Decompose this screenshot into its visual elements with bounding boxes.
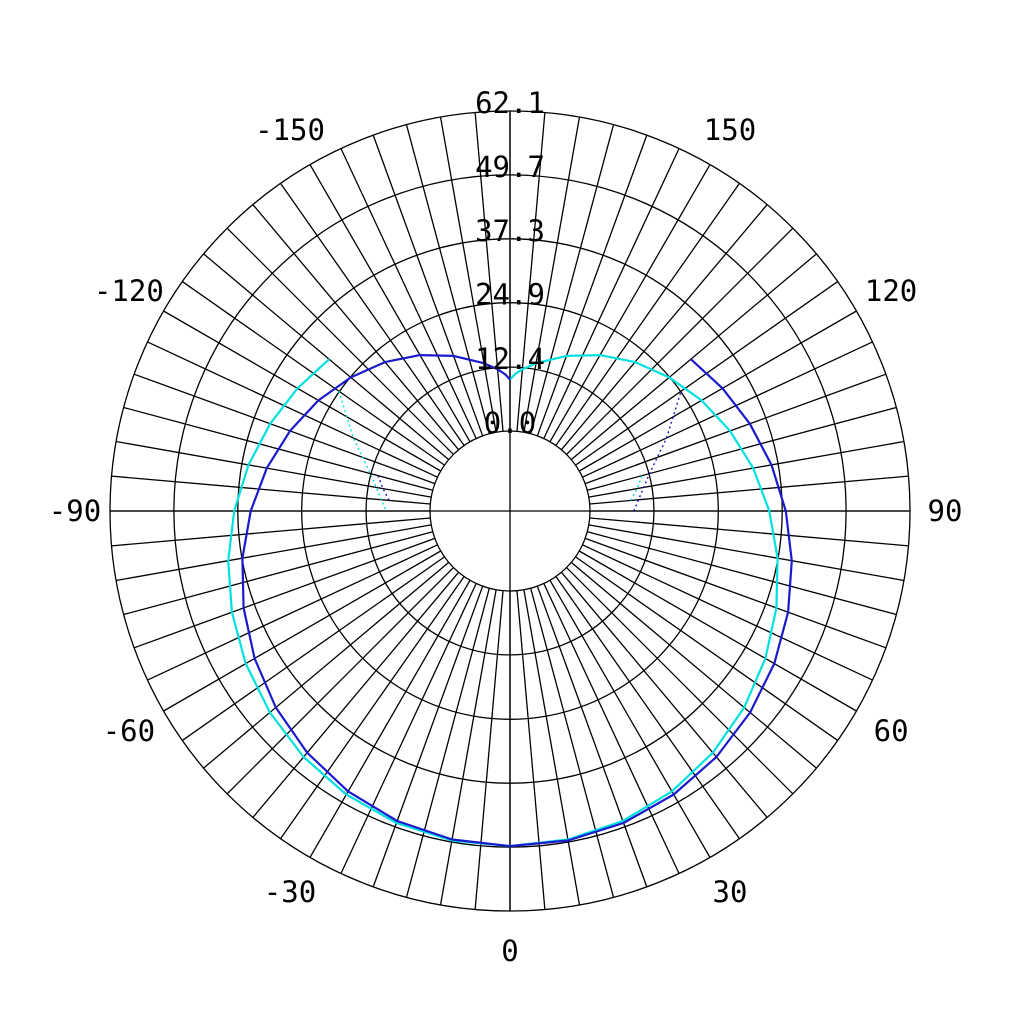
angle-tick-label: -120 [94, 274, 164, 308]
series-line-2 [241, 354, 793, 848]
series-dotted-segment-2 [633, 390, 682, 512]
angular-gridline [560, 571, 768, 818]
angular-gridline [543, 583, 680, 874]
radial-tick-label: 37.3 [475, 214, 545, 248]
angular-gridline [523, 589, 581, 906]
angular-gridline [543, 148, 680, 439]
angle-tick-label: -30 [264, 875, 316, 909]
angular-gridline [226, 567, 454, 795]
radial-tick-label: 62.1 [475, 86, 545, 120]
angular-gridline [111, 475, 431, 505]
angular-gridline [147, 544, 438, 681]
angular-gridline [570, 561, 817, 769]
angular-gridline [549, 164, 711, 443]
angular-gridline [589, 475, 909, 505]
angular-gridline [309, 579, 471, 858]
angular-gridline [252, 571, 460, 818]
series-line-1 [227, 354, 779, 848]
angular-gridline [589, 517, 909, 547]
angular-gridline [582, 341, 873, 478]
angular-gridline [578, 550, 857, 712]
angle-tick-label: -150 [255, 113, 325, 147]
angular-gridline [474, 590, 504, 910]
angular-gridline [309, 164, 471, 443]
angular-gridline [588, 440, 905, 498]
angular-gridline [587, 531, 897, 616]
angular-gridline [555, 182, 740, 446]
label-layer: 0.0 12.4 24.9 37.3 49.7 62.1 0 30 60 90 120 150 -150… [49, 86, 963, 968]
angular-gridline [405, 588, 490, 898]
angular-gridline [566, 567, 794, 795]
series-layer [227, 354, 793, 848]
angle-tick-label: -90 [49, 494, 101, 528]
series-dotted-segment-1 [338, 390, 387, 512]
angular-gridline [181, 556, 445, 741]
angular-gridline [523, 116, 581, 433]
angular-gridline [474, 112, 504, 432]
angular-gridline [111, 517, 431, 547]
angular-gridline [536, 134, 648, 437]
angular-gridline [163, 550, 442, 712]
angular-gridline [340, 148, 477, 439]
angular-gridline [560, 204, 768, 451]
angular-gridline [549, 579, 711, 858]
angular-gridline [530, 588, 615, 898]
angular-gridline [115, 524, 432, 582]
angle-tick-label: 30 [713, 875, 748, 909]
angular-gridline [584, 373, 887, 485]
angular-gridline [133, 537, 436, 649]
angular-gridline [115, 440, 432, 498]
angular-gridline [570, 253, 817, 461]
angular-gridline [252, 204, 460, 451]
angle-tick-label: -60 [103, 714, 155, 748]
angular-gridline [123, 531, 433, 616]
angular-gridline [566, 227, 794, 455]
angle-tick-label: 120 [865, 274, 917, 308]
radial-tick-label: 24.9 [475, 278, 545, 312]
angle-tick-label: 150 [704, 113, 756, 147]
angular-gridline [372, 134, 484, 437]
angular-gridline [439, 116, 497, 433]
angular-gridline [280, 182, 465, 446]
angular-gridline [575, 556, 839, 741]
angular-gridline [340, 583, 477, 874]
angular-gridline [203, 253, 450, 461]
radial-tick-label: 12.4 [475, 342, 545, 376]
angular-gridline [163, 310, 442, 472]
angular-gridline [588, 524, 905, 582]
angular-gridline [439, 589, 497, 906]
angular-gridline [280, 576, 465, 840]
angular-gridline [405, 124, 490, 434]
angular-gridline [203, 561, 450, 769]
angular-gridline [516, 590, 546, 910]
radial-tick-label: 49.7 [475, 150, 545, 184]
angular-gridline [578, 310, 857, 472]
angular-gridline [582, 544, 873, 681]
angular-gridline [516, 112, 546, 432]
angle-tick-label: 0 [501, 934, 518, 968]
angular-gridline [372, 585, 484, 888]
angle-tick-label: 60 [874, 714, 909, 748]
angular-gridline [555, 576, 740, 840]
angular-gridline [530, 124, 615, 434]
angular-gridline [133, 373, 436, 485]
angular-gridline [536, 585, 648, 888]
angular-gridline [584, 537, 887, 649]
angular-gridline [226, 227, 454, 455]
angular-gridline [147, 341, 438, 478]
polar-grid [109, 110, 911, 912]
angle-tick-label: 90 [928, 494, 963, 528]
radial-tick-label: 0.0 [484, 406, 536, 440]
